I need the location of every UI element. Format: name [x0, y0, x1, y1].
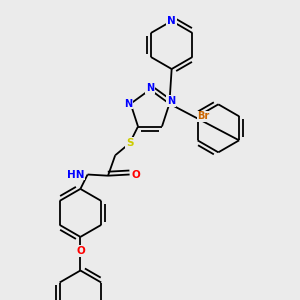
Text: Br: Br — [197, 111, 210, 121]
Text: O: O — [131, 169, 140, 179]
Text: S: S — [126, 138, 134, 148]
Text: N: N — [167, 16, 176, 26]
Text: N: N — [167, 96, 175, 106]
Text: N: N — [124, 99, 132, 109]
Text: N: N — [146, 83, 154, 93]
Text: O: O — [76, 246, 85, 256]
Text: HN: HN — [67, 169, 84, 179]
